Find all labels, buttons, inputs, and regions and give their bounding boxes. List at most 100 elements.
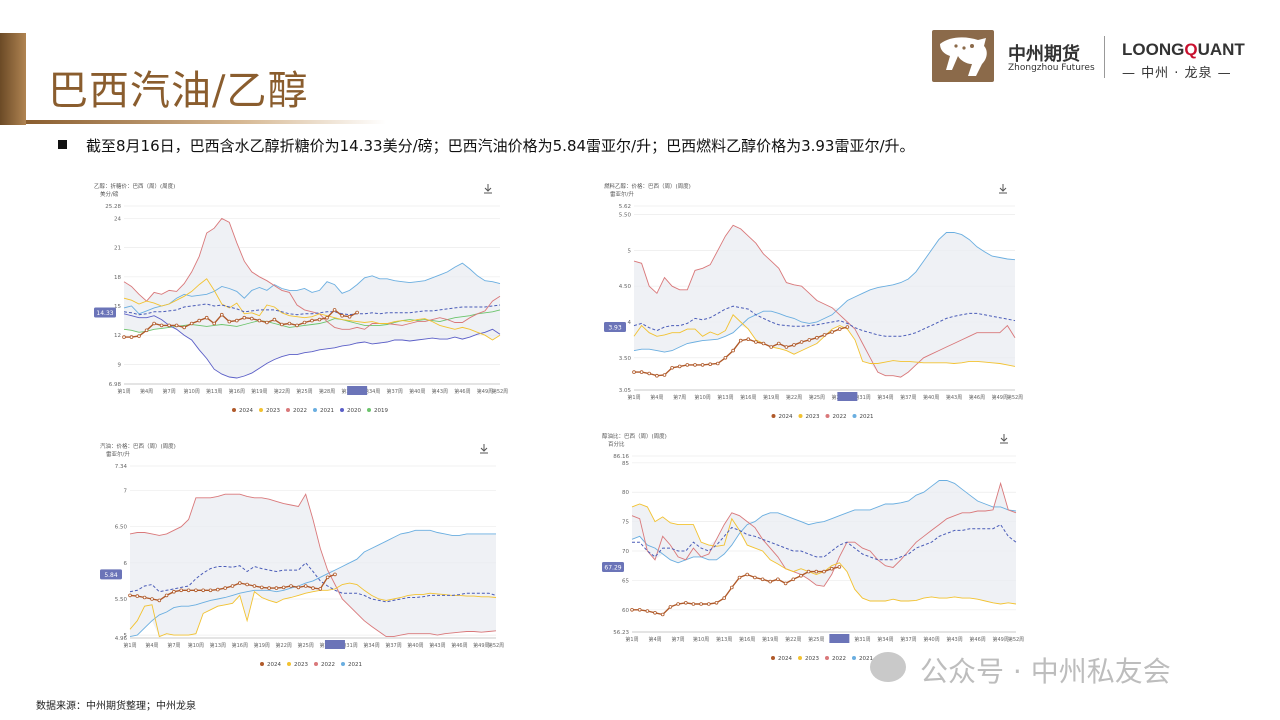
data-point-2024 [829,566,834,571]
data-point-2024 [137,334,141,338]
series-line-2023 [123,278,501,341]
current-value-badge: 3.93 [604,321,626,332]
loongquant-logo: LOONGQUANT [1122,40,1245,60]
x-tick-label: 第4周 [648,636,661,643]
current-value-label: 5.84 [104,572,118,579]
x-tick-label: 第22周 [274,388,290,395]
zhongzhou-logo-en: Zhongzhou Futures [1008,63,1095,73]
data-point-2024 [639,370,644,374]
wechat-watermark: 公众号 · 中州私友会 [870,648,1240,688]
data-point-2024 [347,314,352,319]
legend-label-2024: 2024 [779,414,793,420]
data-point-2024 [194,588,198,593]
legend-marker-2024 [771,656,775,660]
legend-marker-2023 [798,656,802,660]
y-tick-label: 4.50 [619,284,632,290]
x-tick-label: 第31周 [854,394,870,401]
x-tick-label: 第52周 [1008,636,1024,643]
x-tick-label: 第37周 [385,642,401,649]
data-point-2024 [784,345,789,349]
loongquant-subtitle: — 中州 · 龙泉 — [1122,66,1232,81]
data-point-2024 [340,313,344,318]
data-point-2024 [152,321,156,326]
legend-marker-2021 [852,414,857,418]
y-tick-label: 3.05 [619,388,632,394]
page-title: 巴西汽油/乙醇 [48,68,309,114]
loongquant-suffix: UANT [1197,40,1245,59]
series-line-2022 [631,481,1017,587]
x-tick-label: 第16周 [229,388,245,395]
legend-marker-2024 [232,408,236,412]
data-point-2024 [186,588,191,593]
y-tick-label: 6.98 [109,382,122,388]
legend-label-2023: 2023 [805,656,819,662]
legend-label-2021: 2021 [859,656,873,662]
y-tick-label: 24 [114,216,121,222]
data-point-2024 [830,330,834,334]
download-icon [480,444,488,454]
x-tick-label: 第49周 [992,394,1008,401]
x-tick-label: 第49周 [477,388,493,395]
data-point-2024 [325,315,329,320]
y-tick-label: 75 [622,520,629,526]
y-tick-label: 3.50 [619,356,632,362]
y-tick-label: 70 [622,549,629,555]
logo-separator [1104,36,1105,78]
data-point-2024 [716,361,720,366]
data-point-2024 [281,585,286,590]
data-point-2024 [655,373,659,378]
legend-label-2023: 2023 [266,408,280,414]
y-tick-label: 85 [622,461,629,467]
data-point-2024 [707,602,711,606]
x-tick-label: 第25周 [809,394,825,401]
chart-title: 燃料乙醇：价格：巴西（周）(周度) [604,182,691,190]
data-point-2024 [204,315,209,320]
x-tick-label: 第37周 [387,388,403,395]
current-week-marker [837,392,858,401]
loongquant-prefix: LOONG [1122,40,1185,59]
data-point-2024 [208,588,213,593]
x-tick-label: 第4周 [140,388,153,395]
legend-marker-2023 [798,414,803,418]
data-point-2024 [791,577,796,582]
data-point-2024 [730,585,734,590]
data-point-2024 [700,363,705,367]
x-tick-label: 第52周 [1007,394,1023,401]
current-value-badge: 14.33 [94,307,116,318]
chart-title: 乙醇：折糖价：巴西（周）(周度) [94,182,175,190]
data-point-2024 [632,370,636,374]
x-tick-label: 第40周 [923,636,939,643]
data-point-2024 [129,335,134,339]
data-point-2024 [769,345,774,349]
chart-panel-ethanol-gasoline-ratio: 醇油比：巴西（周）(周度) 百分比 56.23 60 65 70 75 80 85 86.16 67… [598,426,1026,674]
legend-marker-2024 [260,662,264,666]
chart-fuel-ethanol-price: 燃料乙醇：价格：巴西（周）(周度)雷亚尔/升 3.05 3.50 4 4.50 5 5.50… [604,182,1023,420]
series-line-2023 [129,582,497,638]
data-point-2024 [754,340,758,344]
data-point-2024 [714,601,719,605]
download-icon [1000,434,1008,444]
data-point-2024 [265,320,269,325]
y-tick-label: 7.34 [115,464,128,470]
average-line [123,303,501,316]
data-point-2024 [799,340,804,344]
data-point-2024 [287,321,292,326]
legend-marker-2019 [367,408,371,412]
legend-marker-2022 [825,414,830,418]
data-point-2024 [182,325,186,330]
x-tick-label: 第43周 [946,636,962,643]
data-point-2024 [238,581,242,585]
series-line-2022 [123,217,501,330]
chart-gasoline-price: 汽油：价格：巴西（周）(周度)雷亚尔/升 4.965 5.50 6 6.50 7 7.34 5… [100,442,504,668]
data-point-2024 [245,582,249,587]
data-point-2024 [280,322,284,327]
x-tick-label: 第13周 [206,388,222,395]
x-tick-label: 第13周 [716,636,732,643]
data-point-2024 [164,593,169,598]
data-point-2024 [776,577,780,582]
x-tick-label: 第40周 [923,394,939,401]
y-tick-label: 60 [622,608,629,614]
chart-unit: 美分/磅 [100,190,119,198]
data-point-2024 [295,323,299,328]
series-line-2019 [123,309,501,333]
